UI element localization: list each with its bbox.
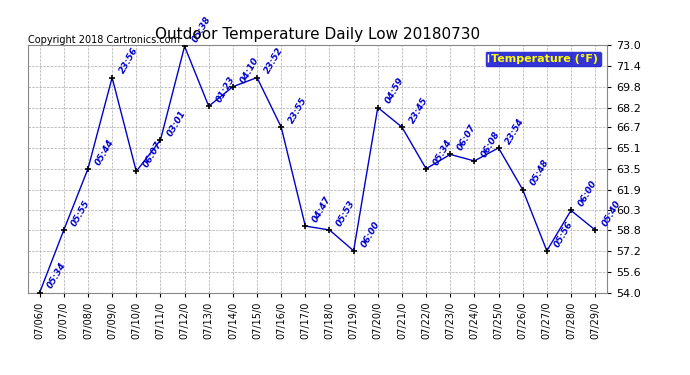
Text: 05:53: 05:53 bbox=[335, 198, 357, 228]
Text: 05:38: 05:38 bbox=[190, 15, 213, 44]
Text: Copyright 2018 Cartronics.com: Copyright 2018 Cartronics.com bbox=[28, 35, 179, 45]
Text: 23:56: 23:56 bbox=[118, 46, 140, 75]
Text: 06:08: 06:08 bbox=[480, 129, 502, 159]
Title: Outdoor Temperature Daily Low 20180730: Outdoor Temperature Daily Low 20180730 bbox=[155, 27, 480, 42]
Text: 04:59: 04:59 bbox=[384, 76, 406, 105]
Text: 23:54: 23:54 bbox=[504, 117, 526, 146]
Text: 06:00: 06:00 bbox=[359, 219, 382, 249]
Text: 04:10: 04:10 bbox=[239, 55, 261, 84]
Text: 23:45: 23:45 bbox=[408, 96, 430, 125]
Text: 01:23: 01:23 bbox=[215, 75, 237, 104]
Text: 06:07: 06:07 bbox=[456, 123, 478, 152]
Text: 05:56: 05:56 bbox=[553, 219, 575, 249]
Text: 05:55: 05:55 bbox=[70, 198, 92, 228]
Text: 06:00: 06:00 bbox=[577, 179, 599, 208]
Text: 05:40: 05:40 bbox=[601, 198, 623, 228]
Text: 23:52: 23:52 bbox=[263, 46, 285, 75]
Text: 05:34: 05:34 bbox=[432, 137, 454, 166]
Text: 03:01: 03:01 bbox=[166, 109, 188, 138]
Text: 06:07: 06:07 bbox=[142, 140, 164, 169]
Text: 05:44: 05:44 bbox=[94, 137, 116, 166]
Text: 05:48: 05:48 bbox=[529, 158, 551, 188]
Text: 04:47: 04:47 bbox=[311, 195, 333, 224]
Text: 05:34: 05:34 bbox=[46, 261, 68, 290]
Legend: Temperature (°F): Temperature (°F) bbox=[484, 51, 602, 67]
Text: 23:55: 23:55 bbox=[287, 96, 309, 125]
